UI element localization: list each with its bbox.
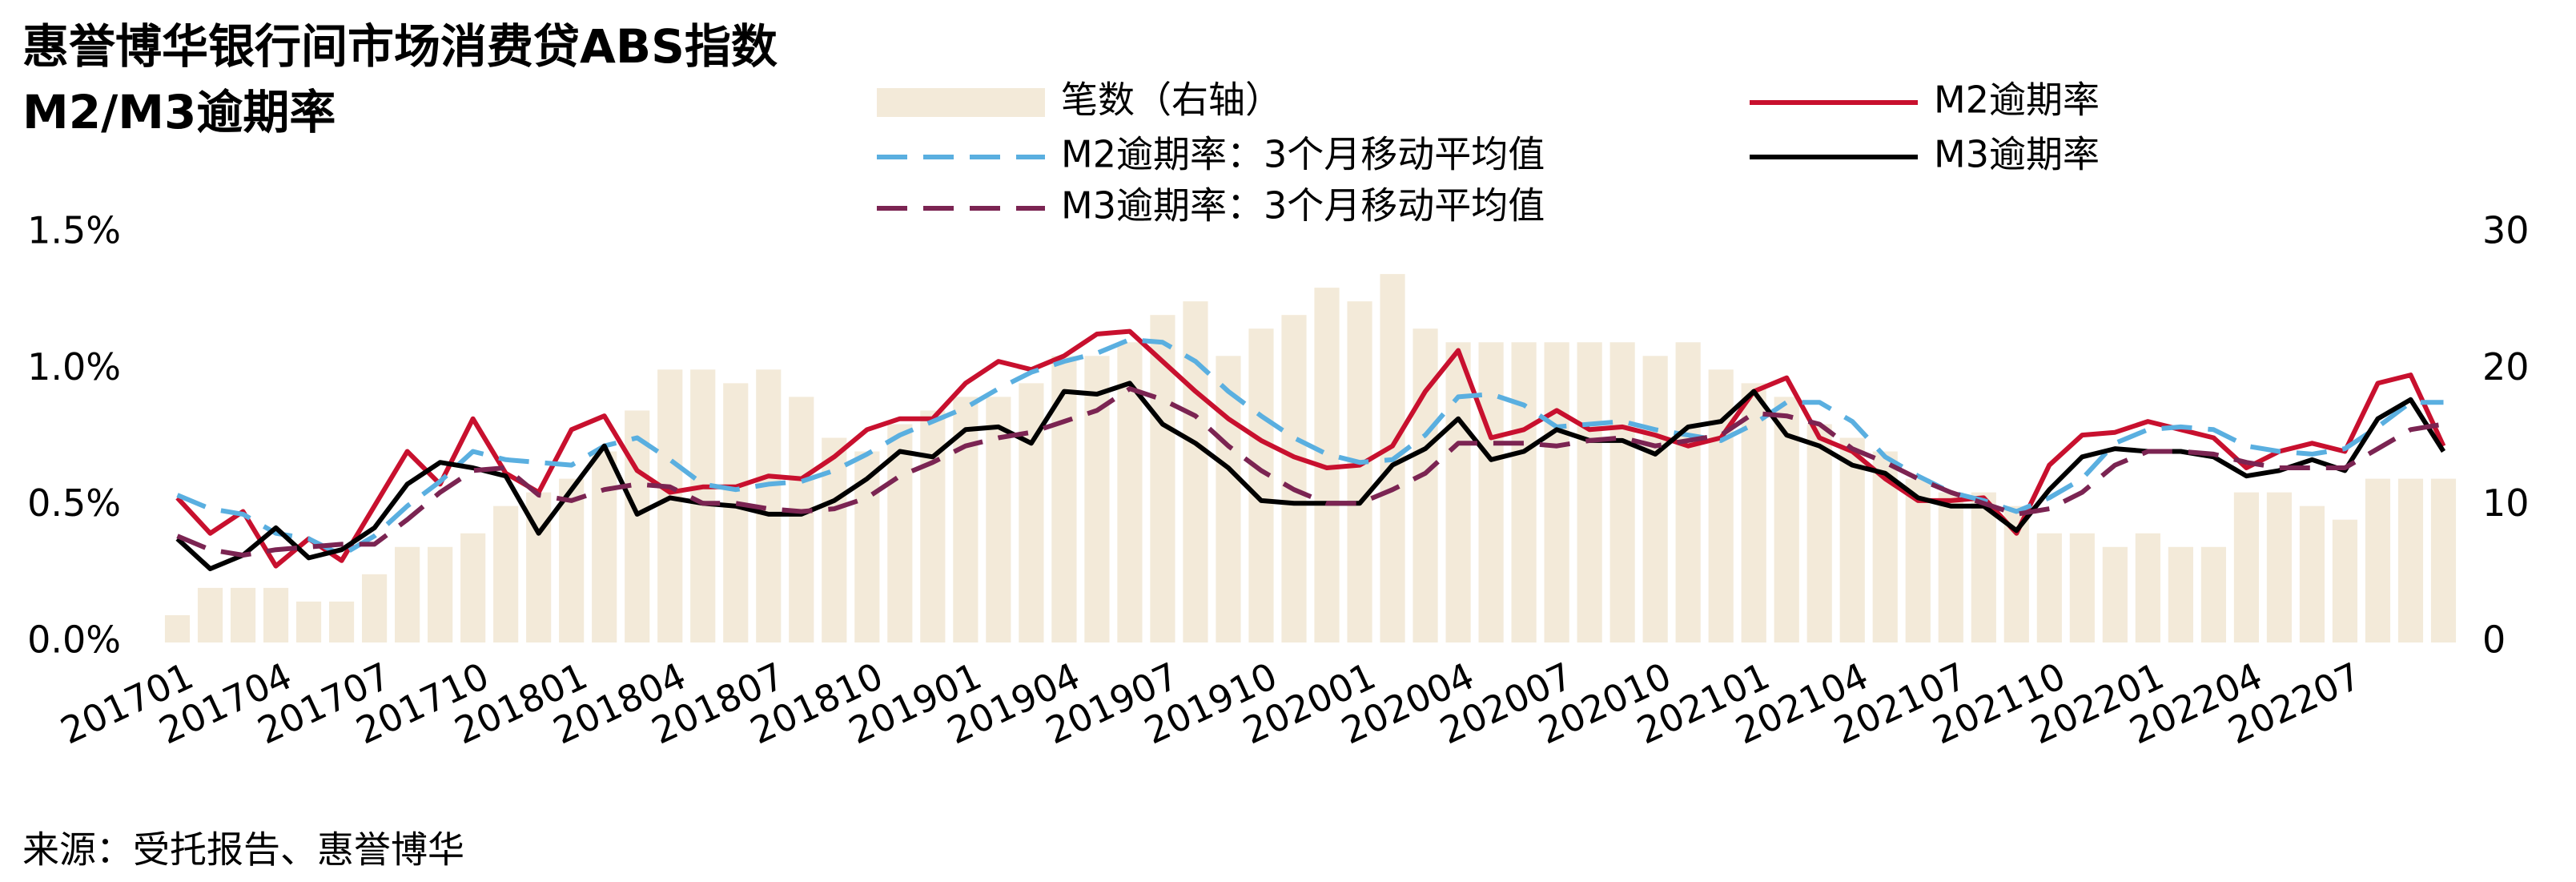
bar: [2266, 492, 2293, 642]
bar: [2069, 533, 2095, 642]
bar: [822, 437, 847, 642]
bar: [1019, 383, 1044, 642]
y-tick-label: 1.0%: [27, 345, 121, 389]
bar: [164, 614, 191, 642]
bar: [362, 574, 388, 642]
legend-label: 笔数（右轴）: [1061, 79, 1282, 122]
bar: [395, 546, 420, 642]
y-tick-label: 0.5%: [27, 481, 121, 525]
bar: [460, 533, 486, 642]
bar: [723, 383, 749, 642]
line-series: [176, 336, 2444, 558]
bar: [1248, 328, 1274, 642]
bar: [328, 601, 355, 642]
bar: [1675, 342, 1701, 642]
bar: [197, 587, 223, 642]
bar: [1544, 342, 1569, 642]
bar: [230, 587, 256, 642]
bar: [263, 587, 289, 642]
bar: [1183, 301, 1208, 642]
bar: [2168, 546, 2193, 642]
bar: [1413, 328, 1438, 642]
y2-tick-label: 10: [2482, 481, 2530, 525]
legend-label: M2逾期率：3个月移动平均值: [1061, 133, 1545, 176]
bar: [2233, 492, 2259, 642]
bar: [2430, 478, 2457, 642]
line-series: [175, 328, 2446, 569]
legend-label: M3逾期率: [1934, 133, 2100, 176]
bar: [2397, 478, 2424, 642]
bar: [1051, 356, 1077, 642]
bar: [2332, 519, 2358, 642]
bar: [1905, 478, 1931, 642]
legend-label: M2逾期率: [1934, 79, 2100, 122]
bar: [789, 397, 814, 642]
line-series: [175, 381, 2446, 571]
bar: [1642, 356, 1668, 642]
source-note: 来源：受托报告、惠誉博华: [22, 828, 464, 872]
bar: [1281, 315, 1307, 642]
bar: [2135, 533, 2160, 642]
bar: [2200, 546, 2226, 642]
legend-label: M3逾期率：3个月移动平均值: [1061, 184, 1545, 228]
bar: [625, 410, 650, 642]
bar: [2102, 546, 2128, 642]
bar: [559, 478, 585, 642]
chart-title: M2/M3逾期率: [22, 85, 336, 139]
bar: [1084, 356, 1110, 642]
y2-tick-label: 30: [2482, 209, 2530, 252]
bar: [1938, 492, 1963, 642]
bar: [920, 410, 946, 642]
bar: [1806, 424, 1832, 642]
bar: [493, 505, 519, 642]
bar: [1609, 342, 1635, 642]
bar: [295, 601, 322, 642]
y2-tick-label: 20: [2482, 345, 2530, 389]
line-series: [176, 386, 2444, 558]
y2-tick-label: 0: [2482, 618, 2506, 662]
bar: [657, 369, 683, 642]
bar: [1347, 301, 1372, 642]
bar: [428, 546, 453, 642]
bar: [1971, 492, 1996, 642]
chart-title: 惠誉博华银行间市场消费贷ABS指数: [22, 19, 778, 74]
bar: [953, 397, 979, 642]
bar: [1216, 356, 1241, 642]
bar: [2299, 505, 2325, 642]
bar: [2036, 533, 2062, 642]
bar: [1839, 437, 1865, 642]
bar: [592, 451, 617, 642]
y-tick-label: 1.5%: [27, 209, 121, 252]
bar: [1478, 342, 1504, 642]
bar: [1511, 342, 1537, 642]
bar: [1741, 383, 1766, 642]
bar: [2365, 478, 2391, 642]
y-tick-label: 0.0%: [27, 618, 121, 662]
legend-swatch: [877, 88, 1045, 117]
bar: [1577, 342, 1602, 642]
bar: [1445, 342, 1471, 642]
